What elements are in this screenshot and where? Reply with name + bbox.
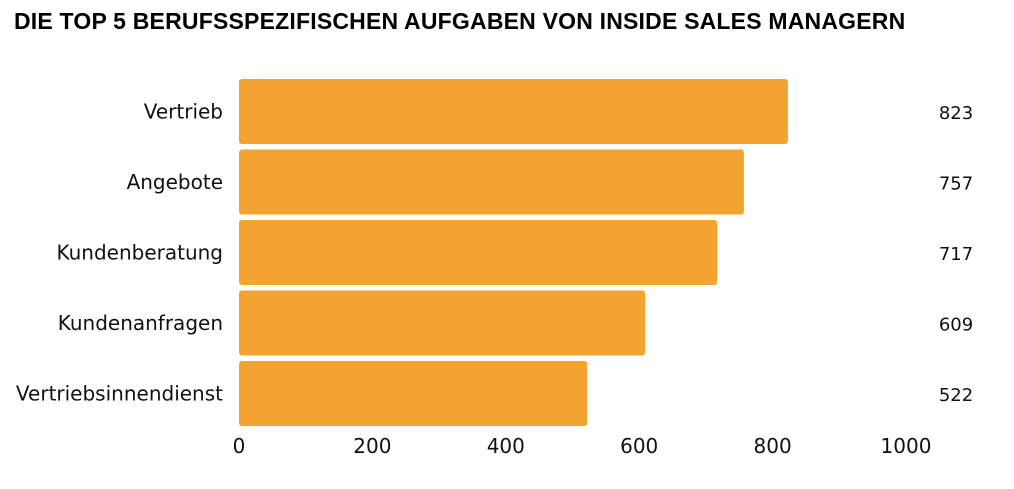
value-label: 609 <box>939 315 973 336</box>
x-tick-label: 0 <box>233 434 246 458</box>
x-axis-ticks-layer: 0 200 400 600 800 1000 <box>233 434 932 458</box>
value-labels-layer: 823 757 717 609 522 <box>939 103 973 406</box>
category-label: Kundenanfragen <box>58 311 223 335</box>
bar-angebote <box>239 149 744 215</box>
bar-kundenberatung <box>239 220 718 285</box>
value-label: 522 <box>939 385 973 406</box>
category-label: Angebote <box>127 170 223 194</box>
chart-title: DIE TOP 5 BERUFSSPEZIFISCHEN AUFGABEN VO… <box>14 8 906 34</box>
bar-vertriebsinnendienst <box>239 361 588 426</box>
x-tick-label: 200 <box>353 434 391 458</box>
value-label: 717 <box>939 244 973 265</box>
x-tick-label: 1000 <box>881 434 932 458</box>
value-label: 757 <box>939 174 973 195</box>
category-labels-layer: Vertrieb Angebote Kundenberatung Kundenanfr… <box>16 100 223 406</box>
bars-layer <box>239 79 788 426</box>
category-label: Vertriebsinnendienst <box>16 382 223 406</box>
category-label: Kundenberatung <box>56 241 223 265</box>
category-label: Vertrieb <box>144 100 223 124</box>
bar-vertrieb <box>239 79 788 144</box>
x-tick-label: 400 <box>487 434 525 458</box>
x-tick-label: 800 <box>754 434 792 458</box>
x-tick-label: 600 <box>620 434 658 458</box>
value-label: 823 <box>939 103 973 124</box>
bar-kundenanfragen <box>239 290 646 356</box>
